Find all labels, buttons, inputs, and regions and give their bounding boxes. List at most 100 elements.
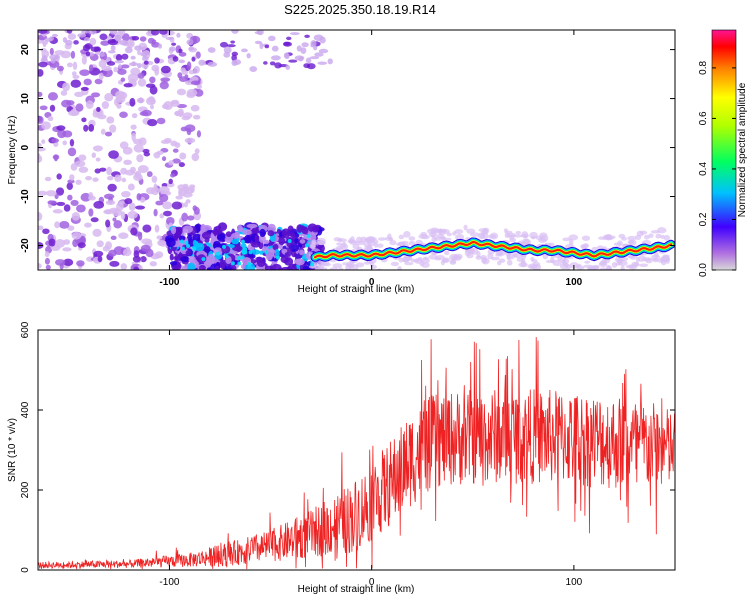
- spectrogram-blob: [271, 45, 279, 52]
- spectrogram-blob: [107, 39, 117, 44]
- spectrogram-blob: [198, 264, 206, 270]
- snr-x-ticks: -100 0 100: [159, 330, 583, 588]
- spectrogram-blob: [114, 34, 122, 42]
- spectrogram-blob: [185, 199, 191, 204]
- spectrogram-blob: [113, 220, 123, 229]
- spectrogram-blob: [254, 31, 262, 35]
- spectrogram-blob: [188, 256, 196, 264]
- spectrogram-blob: [85, 51, 91, 57]
- spectrogram-blob: [466, 253, 474, 259]
- spectrogram-blob: [121, 177, 127, 183]
- spectrogram-blob: [49, 104, 56, 112]
- spectrogram-blob: [129, 166, 136, 174]
- spectrogram-blob: [180, 246, 185, 251]
- spectrogram-blob: [85, 176, 93, 181]
- spectrogram-blob: [192, 239, 197, 246]
- spectrogram-blob: [143, 60, 149, 65]
- spectrogram-blob: [38, 116, 44, 124]
- spectrogram-blob: [216, 251, 221, 256]
- spectrogram-blob: [247, 262, 252, 267]
- spectrogram-blob: [55, 239, 66, 248]
- spectrogram-blob: [122, 146, 133, 155]
- spectrogram-blob: [318, 48, 329, 54]
- spectrogram-blob: [124, 198, 133, 205]
- spectrogram-blob: [341, 241, 347, 248]
- colorbar-frame: [711, 29, 737, 271]
- spectrogram-blob: [137, 165, 149, 174]
- spectrogram-blob: [165, 36, 174, 40]
- spectrogram-blob: [311, 225, 320, 233]
- spectrogram-blob: [110, 45, 116, 52]
- spectrogram-blob: [170, 101, 180, 107]
- spectrogram-blob: [45, 264, 51, 270]
- spectrogram-blob: [44, 257, 50, 265]
- spectrogram-blob: [193, 242, 205, 252]
- spectrogram-blob: [370, 264, 377, 269]
- spectrogram-blob: [81, 30, 89, 34]
- spectrogram-blob: [216, 234, 226, 240]
- snr-panel: -100 0 100 0 200 400 600 Height of straight l…: [7, 321, 676, 595]
- spectrogram-blob: [628, 239, 637, 246]
- spectrogram-blob: [113, 246, 125, 256]
- spectrogram-blob: [154, 224, 160, 233]
- spectrogram-blob: [154, 57, 160, 64]
- spectrogram-blob: [106, 61, 116, 66]
- spectrogram-blob: [38, 263, 42, 269]
- spectrogram-blob: [63, 258, 74, 267]
- spectrogram-blob: [136, 97, 145, 104]
- spectrogram-blob: [259, 228, 266, 238]
- spectrogram-y-tick-label: -20: [20, 238, 31, 253]
- spectrogram-blob: [269, 61, 276, 66]
- spectrogram-blob: [128, 202, 136, 211]
- spectrogram-blob: [67, 33, 77, 40]
- spectrogram-blob: [98, 59, 107, 68]
- spectrogram-blob: [160, 65, 171, 74]
- spectrogram-blob: [145, 83, 156, 88]
- spectrogram-blob: [147, 118, 158, 127]
- spectrogram-blob: [72, 61, 78, 71]
- spectrogram-blob: [76, 260, 85, 267]
- spectrogram-blob: [389, 240, 397, 246]
- spectrogram-blob: [172, 56, 179, 62]
- snr-series-line: [38, 337, 675, 570]
- spectrogram-blob: [133, 173, 143, 181]
- spectrogram-blob: [155, 251, 164, 259]
- spectrogram-blob: [56, 187, 65, 196]
- spectrogram-blob: [186, 127, 192, 136]
- spectrogram-blob: [76, 204, 86, 213]
- spectrogram-blob: [106, 175, 114, 181]
- spectrogram-blob: [41, 121, 51, 130]
- spectrogram-blob: [62, 82, 71, 92]
- spectrogram-blob: [173, 265, 179, 270]
- spectrogram-blob: [183, 201, 188, 208]
- spectrogram-blob: [420, 234, 430, 240]
- spectrogram-blob: [648, 233, 654, 238]
- spectrogram-blob: [170, 226, 177, 235]
- spectrogram-blob: [496, 260, 502, 266]
- spectrogram-blob: [96, 106, 101, 112]
- spectrogram-blob: [347, 239, 358, 244]
- spectrogram-blob: [309, 56, 320, 60]
- spectrogram-blob: [274, 248, 280, 258]
- spectrogram-blob: [226, 44, 236, 48]
- spectrogram-blob: [133, 144, 144, 153]
- snr-y-tick-label: 0: [20, 567, 31, 573]
- snr-y-tick-label: 200: [20, 481, 31, 498]
- spectrogram-blob: [126, 39, 135, 49]
- spectrogram-blob: [100, 128, 106, 135]
- spectrogram-blob: [108, 150, 119, 159]
- spectrogram-blob: [213, 240, 221, 247]
- spectrogram-blob: [118, 232, 129, 240]
- spectrogram-blob: [422, 256, 429, 260]
- spectrogram-blob: [74, 160, 86, 167]
- spectrogram-blob: [91, 92, 101, 98]
- spectrogram-blob: [618, 233, 626, 239]
- spectrogram-blob: [149, 85, 158, 95]
- spectrogram-blob: [188, 46, 195, 51]
- spectrogram-blob: [240, 255, 245, 260]
- spectrogram-blob: [651, 254, 661, 261]
- spectrogram-blob: [121, 53, 129, 60]
- spectrogram-marks: [38, 30, 675, 270]
- spectrogram-blob: [38, 61, 48, 68]
- spectrogram-blob: [506, 259, 513, 266]
